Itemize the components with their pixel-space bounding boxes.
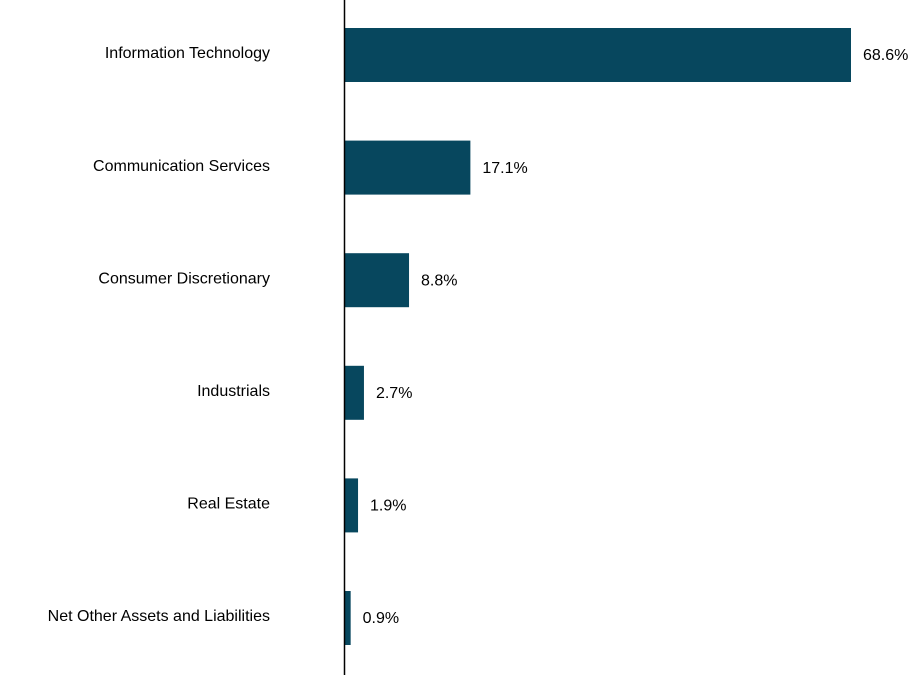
value-label-5: 0.9%: [363, 610, 399, 627]
bar-3: [344, 365, 364, 420]
bars-layer: [344, 28, 851, 645]
bar-5: [344, 591, 351, 645]
value-label-1: 17.1%: [482, 160, 527, 177]
bar-0: [344, 28, 851, 82]
category-label-4: Real Estate: [187, 496, 270, 513]
bar-1: [344, 140, 471, 195]
labels-layer: Information Technology 68.6% Communication…: [48, 45, 909, 627]
category-label-3: Industrials: [197, 383, 270, 400]
value-label-3: 2.7%: [376, 385, 412, 402]
bar-2: [344, 253, 410, 308]
category-label-2: Consumer Discretionary: [98, 270, 270, 287]
value-label-4: 1.9%: [370, 498, 406, 515]
value-label-0: 68.6%: [863, 47, 908, 64]
category-label-5: Net Other Assets and Liabilities: [48, 608, 270, 625]
value-label-2: 8.8%: [421, 272, 457, 289]
bar-4: [344, 478, 359, 533]
category-label-0: Information Technology: [105, 45, 270, 62]
category-label-1: Communication Services: [93, 158, 270, 175]
